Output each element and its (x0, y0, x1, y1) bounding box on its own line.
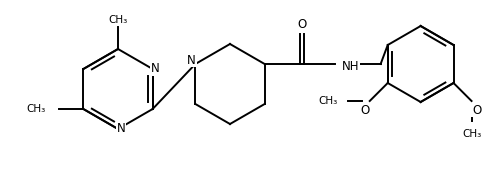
Text: O: O (472, 103, 481, 117)
Text: CH₃: CH₃ (318, 96, 338, 106)
Text: O: O (360, 103, 369, 117)
Text: CH₃: CH₃ (26, 104, 45, 114)
Text: CH₃: CH₃ (462, 129, 481, 139)
Text: N: N (187, 54, 196, 66)
Text: N: N (151, 63, 160, 75)
Text: NH: NH (341, 60, 359, 74)
Text: N: N (117, 122, 125, 136)
Text: CH₃: CH₃ (108, 15, 127, 25)
Text: O: O (297, 18, 306, 31)
